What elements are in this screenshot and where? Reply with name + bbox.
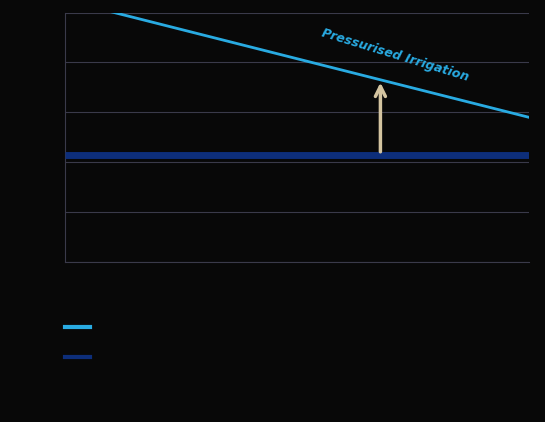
Text: Pressurised Irrigation: Pressurised Irrigation: [320, 26, 470, 84]
